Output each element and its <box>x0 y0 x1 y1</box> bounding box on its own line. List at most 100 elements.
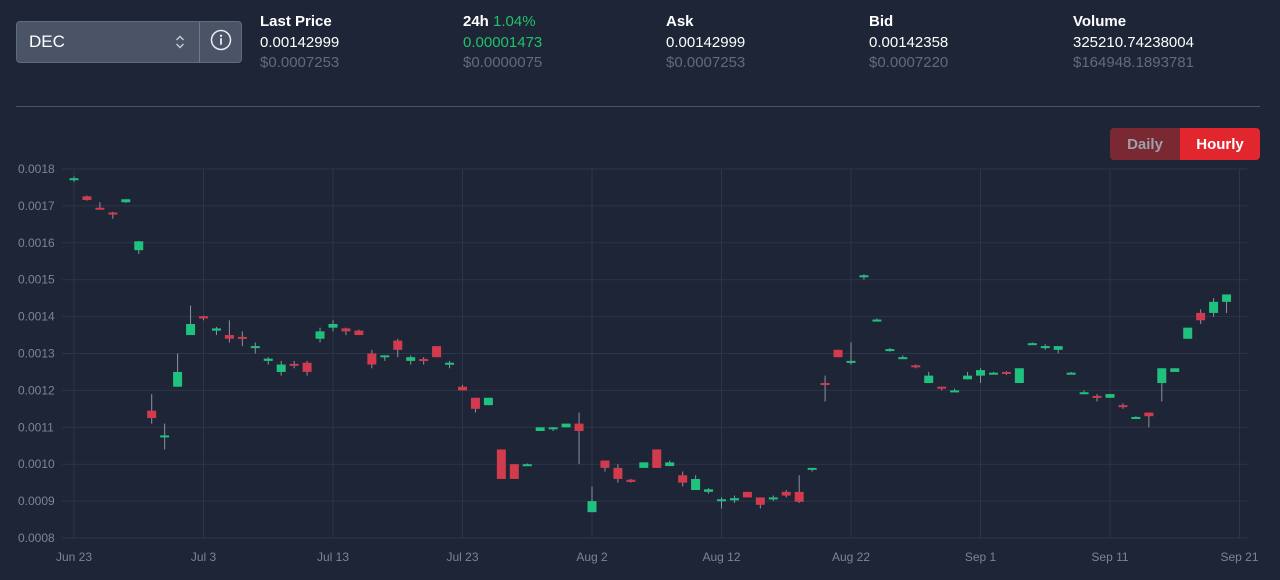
candle-body <box>717 499 726 502</box>
candle-body <box>483 397 493 406</box>
stat-value: 0.00142999 <box>666 34 746 51</box>
daily-button[interactable]: Daily <box>1110 128 1180 160</box>
stat-label-text: 24h <box>463 13 489 30</box>
candle-body <box>1131 416 1141 419</box>
stat-label: Last Price <box>260 13 332 30</box>
candle-body <box>1001 371 1011 374</box>
candle-body <box>134 241 144 251</box>
candle-body <box>561 423 571 428</box>
stat-label: 24h 1.04% <box>463 12 663 32</box>
candle-body <box>1027 343 1037 346</box>
candle-body <box>626 479 636 482</box>
candle-body <box>276 364 286 372</box>
candle-body <box>1222 294 1232 302</box>
candle-body <box>846 360 856 363</box>
stat-ask: Ask 0.00142999 $0.0007253 <box>666 12 866 73</box>
candle-body <box>1105 394 1115 398</box>
token-symbol: DEC <box>29 32 65 51</box>
candle-body <box>211 328 221 331</box>
stat-value: 0.00001473 <box>463 34 543 51</box>
candle-body <box>237 336 247 339</box>
stat-label: Bid <box>869 13 894 30</box>
selector-divider <box>199 22 200 62</box>
interval-toggle[interactable]: Daily Hourly <box>1110 128 1260 160</box>
candle-body <box>173 371 183 387</box>
x-tick-label: Aug 2 <box>576 550 608 564</box>
candle-body <box>496 449 506 479</box>
candle-body <box>315 331 325 339</box>
candle-body <box>1170 368 1180 372</box>
hourly-button[interactable]: Hourly <box>1180 128 1260 160</box>
candle-body <box>859 275 869 278</box>
candle-body <box>199 316 208 319</box>
candle-body <box>704 489 714 492</box>
candle-body <box>380 355 390 358</box>
candle-body <box>328 323 338 328</box>
info-button[interactable] <box>200 22 241 62</box>
candle-body <box>988 372 998 375</box>
candle-body <box>950 390 960 393</box>
stat-24h-change: 24h 1.04% 0.00001473 $0.0000075 <box>463 12 663 73</box>
y-tick-label: 0.0012 <box>18 383 55 397</box>
x-tick-label: Jul 3 <box>191 550 217 564</box>
header-divider <box>16 106 1260 107</box>
candle-body <box>367 353 377 365</box>
candle-body <box>302 362 312 372</box>
candle-body <box>160 435 170 438</box>
candle-body <box>976 370 985 376</box>
candle-body <box>794 491 804 502</box>
y-tick-label: 0.0008 <box>18 531 55 545</box>
candle-body <box>186 323 196 336</box>
stat-label: Ask <box>666 13 694 30</box>
stat-volume: Volume 325210.74238004 $164948.1893781 <box>1073 12 1273 73</box>
y-tick-label: 0.0011 <box>18 420 54 434</box>
candle-body <box>639 462 649 468</box>
candle-body <box>69 178 79 181</box>
candle-body <box>1196 312 1206 321</box>
candle-body <box>885 349 895 352</box>
x-tick-label: Jul 23 <box>446 550 478 564</box>
x-tick-label: Jul 13 <box>317 550 349 564</box>
info-circle-icon <box>210 29 232 56</box>
candle-body <box>406 357 416 361</box>
x-tick-label: Jun 23 <box>56 550 92 564</box>
candle-body <box>458 386 467 391</box>
y-tick-label: 0.0015 <box>18 273 55 287</box>
candle-body <box>1079 392 1089 395</box>
stat-value: 0.00142358 <box>869 34 949 51</box>
candle-body <box>121 199 131 203</box>
candle-body <box>341 328 351 332</box>
candle-body <box>1183 327 1193 339</box>
stat-bid: Bid 0.00142358 $0.0007220 <box>869 12 1069 73</box>
stat-last-price: Last Price 0.00142999 $0.0007253 <box>260 12 460 73</box>
candle-body <box>1053 346 1063 350</box>
candle-body <box>1157 368 1167 384</box>
y-tick-label: 0.0016 <box>18 236 55 250</box>
candle-body <box>898 357 908 360</box>
candle-body <box>600 460 610 468</box>
candle-body <box>911 365 921 368</box>
candle-body <box>522 464 532 467</box>
token-selector[interactable]: DEC <box>16 21 242 63</box>
stat-usd-value: $164948.1893781 <box>1073 54 1194 71</box>
candle-body <box>535 427 545 431</box>
candle-body <box>548 427 558 430</box>
candle-body <box>742 491 752 498</box>
candle-body <box>820 383 830 386</box>
token-select-value[interactable]: DEC <box>17 22 199 62</box>
candle-body <box>872 319 882 322</box>
candle-body <box>691 478 701 491</box>
sort-chevrons-icon <box>173 32 187 52</box>
stat-usd-value: $0.0007253 <box>666 54 746 71</box>
candle-body <box>82 196 92 200</box>
candle-body <box>1209 301 1219 313</box>
stat-value: 0.00142999 <box>260 34 340 51</box>
candle-body <box>445 362 455 365</box>
candle-body <box>768 497 778 500</box>
candle-body <box>1144 412 1154 417</box>
candle-body <box>509 464 519 479</box>
candle-body <box>729 498 739 501</box>
y-tick-label: 0.0017 <box>18 199 55 213</box>
candle-body <box>833 349 843 358</box>
